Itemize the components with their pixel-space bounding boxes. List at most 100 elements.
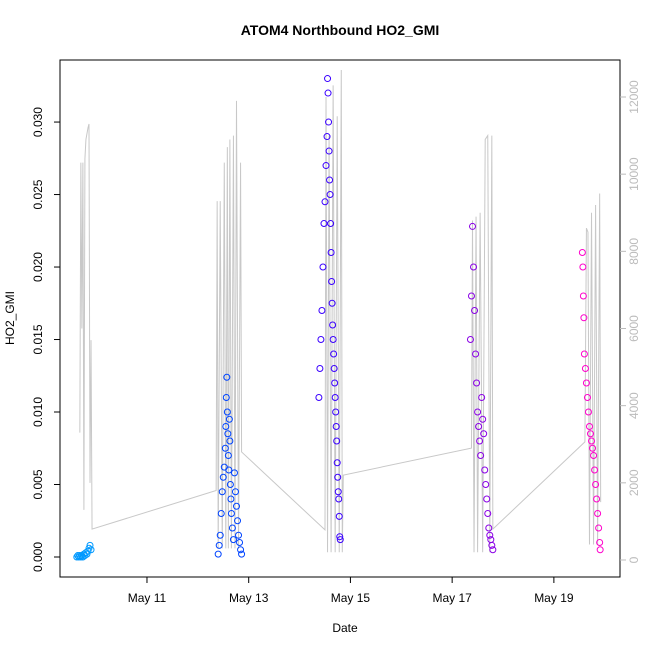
point — [325, 118, 333, 126]
x-tick-label: May 11 — [128, 591, 167, 605]
point — [486, 531, 494, 539]
y-tick-label: 0.000 — [31, 542, 45, 572]
point — [473, 379, 481, 387]
point — [334, 488, 342, 496]
point — [332, 408, 340, 416]
point — [219, 473, 227, 481]
x-tick-label: May 13 — [229, 591, 269, 605]
point — [489, 546, 497, 554]
point — [224, 430, 232, 438]
point — [234, 517, 242, 525]
point — [472, 350, 480, 358]
y-tick-label: 0.030 — [31, 107, 45, 137]
point — [218, 488, 226, 496]
point — [579, 292, 587, 300]
y2-tick-label: 0 — [627, 556, 641, 563]
point — [468, 222, 476, 230]
point — [329, 336, 337, 344]
x-tick-label: May 19 — [534, 591, 574, 605]
point — [217, 509, 225, 517]
point — [487, 536, 495, 544]
point — [474, 408, 482, 416]
point — [87, 546, 95, 554]
point — [578, 249, 586, 257]
point — [335, 512, 343, 520]
x-axis-label: Date — [332, 621, 358, 635]
plot-frame — [59, 59, 621, 578]
point — [222, 423, 230, 431]
y2-tick-label: 4000 — [627, 392, 641, 419]
point — [596, 546, 604, 554]
y2-tick-label: 2000 — [627, 469, 641, 496]
point — [588, 437, 596, 445]
y2-tick-label: 12000 — [627, 80, 641, 114]
x-tick-label: May 17 — [432, 591, 472, 605]
point — [470, 263, 478, 271]
point — [227, 509, 235, 517]
point — [324, 75, 332, 83]
point — [579, 263, 587, 271]
chart-title: ATOM4 Northbound HO2_GMI — [241, 22, 440, 38]
point — [226, 481, 234, 489]
point — [581, 365, 589, 373]
point — [476, 437, 484, 445]
point — [214, 550, 222, 558]
point — [85, 544, 93, 552]
point — [335, 495, 343, 503]
point — [316, 365, 324, 373]
point — [467, 292, 475, 300]
point — [225, 415, 233, 423]
y-tick-label: 0.020 — [31, 252, 45, 282]
point — [232, 502, 240, 510]
point — [593, 495, 601, 503]
point — [318, 307, 326, 315]
point — [336, 533, 344, 541]
point — [585, 423, 593, 431]
point — [223, 373, 231, 381]
point — [471, 307, 479, 315]
point — [323, 133, 331, 141]
point — [332, 423, 340, 431]
point — [238, 550, 246, 558]
point — [315, 394, 323, 402]
point — [326, 176, 334, 184]
point — [322, 162, 330, 170]
point — [475, 423, 483, 431]
y-tick-label: 0.015 — [31, 324, 45, 354]
point — [586, 430, 594, 438]
point — [226, 437, 234, 445]
y-tick-label: 0.005 — [31, 469, 45, 499]
point — [227, 495, 235, 503]
point — [237, 546, 245, 554]
point — [231, 488, 239, 496]
point — [488, 541, 496, 549]
point — [336, 536, 344, 544]
point — [229, 536, 237, 544]
point — [584, 408, 592, 416]
point — [235, 531, 243, 539]
y2-tick-label: 6000 — [627, 315, 641, 342]
point — [317, 336, 325, 344]
point — [221, 444, 229, 452]
point — [592, 481, 600, 489]
altitude-line — [79, 69, 602, 553]
point — [596, 538, 604, 546]
point — [583, 394, 591, 402]
point — [330, 365, 338, 373]
point — [325, 147, 333, 155]
point — [591, 466, 599, 474]
point — [483, 495, 491, 503]
point — [215, 541, 223, 549]
point — [481, 466, 489, 474]
point — [580, 314, 588, 322]
point — [222, 394, 230, 402]
point — [333, 459, 341, 467]
point — [86, 541, 94, 549]
point — [236, 538, 244, 546]
point — [225, 466, 233, 474]
point — [582, 379, 590, 387]
point — [580, 350, 588, 358]
point — [479, 415, 487, 423]
point — [334, 473, 342, 481]
